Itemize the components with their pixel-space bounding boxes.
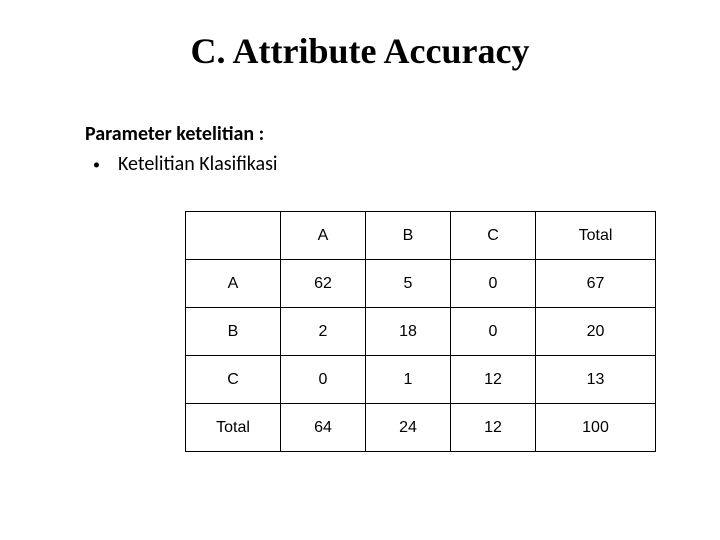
page-title: C. Attribute Accuracy xyxy=(0,30,720,72)
table-cell: 24 xyxy=(366,404,451,452)
table-row: A 62 5 0 67 xyxy=(186,260,656,308)
table-cell: 67 xyxy=(536,260,656,308)
table-cell: 0 xyxy=(281,356,366,404)
table-cell: 0 xyxy=(451,260,536,308)
table-cell: 100 xyxy=(536,404,656,452)
table-cell: 2 xyxy=(281,308,366,356)
table-cell: 12 xyxy=(451,356,536,404)
table-cell: 1 xyxy=(366,356,451,404)
bullet-icon: • xyxy=(93,156,100,173)
parameter-heading: Parameter ketelitian : xyxy=(85,122,720,146)
table-row: Total 64 24 12 100 xyxy=(186,404,656,452)
table-cell: Total xyxy=(186,404,281,452)
table-cell: Total xyxy=(536,212,656,260)
bullet-text: Ketelitian Klasifikasi xyxy=(118,152,278,176)
confusion-matrix-table: A B C Total A 62 5 0 67 B 2 18 0 20 C xyxy=(185,211,656,452)
table-cell: C xyxy=(186,356,281,404)
table-row: C 0 1 12 13 xyxy=(186,356,656,404)
table-row: B 2 18 0 20 xyxy=(186,308,656,356)
table-wrapper: A B C Total A 62 5 0 67 B 2 18 0 20 C xyxy=(85,211,720,452)
table-cell: C xyxy=(451,212,536,260)
table-header-row: A B C Total xyxy=(186,212,656,260)
table-cell: B xyxy=(186,308,281,356)
table-cell: 18 xyxy=(366,308,451,356)
table-cell: A xyxy=(186,260,281,308)
table-cell: B xyxy=(366,212,451,260)
table-cell: 62 xyxy=(281,260,366,308)
table-cell: 20 xyxy=(536,308,656,356)
table-cell: A xyxy=(281,212,366,260)
table-cell: 12 xyxy=(451,404,536,452)
table-cell: 0 xyxy=(451,308,536,356)
table-cell: 13 xyxy=(536,356,656,404)
table-cell: 64 xyxy=(281,404,366,452)
table-cell xyxy=(186,212,281,260)
table-cell: 5 xyxy=(366,260,451,308)
content-region: Parameter ketelitian : • Ketelitian Klas… xyxy=(0,122,720,452)
bullet-item: • Ketelitian Klasifikasi xyxy=(85,152,720,176)
